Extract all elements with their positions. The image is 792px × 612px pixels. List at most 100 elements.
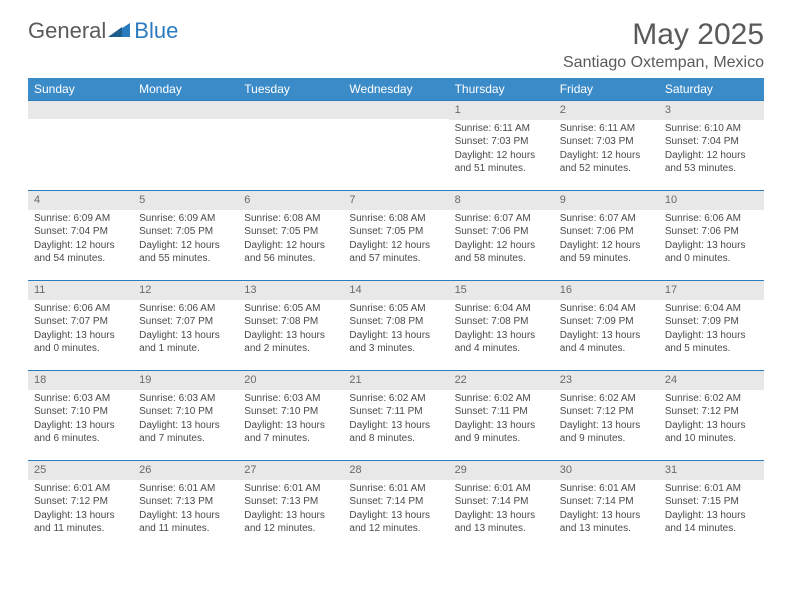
day-cell: 10Sunrise: 6:06 AMSunset: 7:06 PMDayligh… bbox=[659, 191, 764, 281]
day1-line: Daylight: 13 hours bbox=[244, 329, 337, 343]
day1-line: Daylight: 13 hours bbox=[665, 509, 758, 523]
day1-line: Daylight: 12 hours bbox=[455, 149, 548, 163]
day1-line: Daylight: 13 hours bbox=[139, 419, 232, 433]
day-cell: 16Sunrise: 6:04 AMSunset: 7:09 PMDayligh… bbox=[554, 281, 659, 371]
location: Santiago Oxtempan, Mexico bbox=[563, 54, 764, 72]
sunrise-line: Sunrise: 6:10 AM bbox=[665, 122, 758, 136]
day-cell: 27Sunrise: 6:01 AMSunset: 7:13 PMDayligh… bbox=[238, 461, 343, 551]
sunrise-line: Sunrise: 6:01 AM bbox=[665, 482, 758, 496]
day-details: Sunrise: 6:01 AMSunset: 7:14 PMDaylight:… bbox=[449, 480, 554, 540]
sunrise-line: Sunrise: 6:02 AM bbox=[349, 392, 442, 406]
day2-line: and 13 minutes. bbox=[455, 522, 548, 536]
day2-line: and 10 minutes. bbox=[665, 432, 758, 446]
sunrise-line: Sunrise: 6:06 AM bbox=[34, 302, 127, 316]
day-number: 14 bbox=[343, 281, 448, 300]
title-block: May 2025 Santiago Oxtempan, Mexico bbox=[563, 18, 764, 72]
day-cell: 13Sunrise: 6:05 AMSunset: 7:08 PMDayligh… bbox=[238, 281, 343, 371]
day-cell: 15Sunrise: 6:04 AMSunset: 7:08 PMDayligh… bbox=[449, 281, 554, 371]
sunset-line: Sunset: 7:10 PM bbox=[34, 405, 127, 419]
sunrise-line: Sunrise: 6:09 AM bbox=[139, 212, 232, 226]
day-number: 8 bbox=[449, 191, 554, 210]
day1-line: Daylight: 12 hours bbox=[244, 239, 337, 253]
header: General Blue May 2025 Santiago Oxtempan,… bbox=[28, 18, 764, 72]
day-number: 16 bbox=[554, 281, 659, 300]
day1-line: Daylight: 13 hours bbox=[34, 329, 127, 343]
day-cell bbox=[28, 101, 133, 191]
sunset-line: Sunset: 7:08 PM bbox=[244, 315, 337, 329]
day-cell: 9Sunrise: 6:07 AMSunset: 7:06 PMDaylight… bbox=[554, 191, 659, 281]
day1-line: Daylight: 13 hours bbox=[455, 329, 548, 343]
sunrise-line: Sunrise: 6:01 AM bbox=[455, 482, 548, 496]
day-details: Sunrise: 6:06 AMSunset: 7:06 PMDaylight:… bbox=[659, 210, 764, 270]
sunset-line: Sunset: 7:12 PM bbox=[665, 405, 758, 419]
day2-line: and 14 minutes. bbox=[665, 522, 758, 536]
day-cell: 21Sunrise: 6:02 AMSunset: 7:11 PMDayligh… bbox=[343, 371, 448, 461]
sunrise-line: Sunrise: 6:04 AM bbox=[665, 302, 758, 316]
day-cell: 6Sunrise: 6:08 AMSunset: 7:05 PMDaylight… bbox=[238, 191, 343, 281]
sunset-line: Sunset: 7:06 PM bbox=[455, 225, 548, 239]
day-details: Sunrise: 6:02 AMSunset: 7:11 PMDaylight:… bbox=[449, 390, 554, 450]
day-number: 1 bbox=[449, 101, 554, 120]
day-header-row: SundayMondayTuesdayWednesdayThursdayFrid… bbox=[28, 78, 764, 101]
day-cell: 4Sunrise: 6:09 AMSunset: 7:04 PMDaylight… bbox=[28, 191, 133, 281]
day-cell: 11Sunrise: 6:06 AMSunset: 7:07 PMDayligh… bbox=[28, 281, 133, 371]
sunset-line: Sunset: 7:14 PM bbox=[560, 495, 653, 509]
day2-line: and 9 minutes. bbox=[455, 432, 548, 446]
empty-day-band bbox=[133, 101, 238, 119]
day1-line: Daylight: 13 hours bbox=[349, 419, 442, 433]
sunset-line: Sunset: 7:05 PM bbox=[349, 225, 442, 239]
day2-line: and 4 minutes. bbox=[560, 342, 653, 356]
day-cell: 17Sunrise: 6:04 AMSunset: 7:09 PMDayligh… bbox=[659, 281, 764, 371]
day-number: 13 bbox=[238, 281, 343, 300]
day-details: Sunrise: 6:08 AMSunset: 7:05 PMDaylight:… bbox=[343, 210, 448, 270]
day2-line: and 5 minutes. bbox=[665, 342, 758, 356]
day-cell: 29Sunrise: 6:01 AMSunset: 7:14 PMDayligh… bbox=[449, 461, 554, 551]
week-row: 4Sunrise: 6:09 AMSunset: 7:04 PMDaylight… bbox=[28, 191, 764, 281]
day-number: 7 bbox=[343, 191, 448, 210]
day-cell: 3Sunrise: 6:10 AMSunset: 7:04 PMDaylight… bbox=[659, 101, 764, 191]
logo: General Blue bbox=[28, 18, 178, 44]
day1-line: Daylight: 12 hours bbox=[139, 239, 232, 253]
day2-line: and 7 minutes. bbox=[244, 432, 337, 446]
sunset-line: Sunset: 7:12 PM bbox=[560, 405, 653, 419]
sunrise-line: Sunrise: 6:07 AM bbox=[455, 212, 548, 226]
day-details: Sunrise: 6:06 AMSunset: 7:07 PMDaylight:… bbox=[133, 300, 238, 360]
day1-line: Daylight: 12 hours bbox=[665, 149, 758, 163]
sunset-line: Sunset: 7:04 PM bbox=[34, 225, 127, 239]
day2-line: and 4 minutes. bbox=[455, 342, 548, 356]
day-number: 22 bbox=[449, 371, 554, 390]
day-header: Sunday bbox=[28, 78, 133, 101]
day-details: Sunrise: 6:05 AMSunset: 7:08 PMDaylight:… bbox=[238, 300, 343, 360]
day1-line: Daylight: 13 hours bbox=[139, 329, 232, 343]
day-details: Sunrise: 6:10 AMSunset: 7:04 PMDaylight:… bbox=[659, 120, 764, 180]
sunset-line: Sunset: 7:03 PM bbox=[455, 135, 548, 149]
day-number: 9 bbox=[554, 191, 659, 210]
day-number: 25 bbox=[28, 461, 133, 480]
day2-line: and 12 minutes. bbox=[244, 522, 337, 536]
day-number: 28 bbox=[343, 461, 448, 480]
day-number: 24 bbox=[659, 371, 764, 390]
day2-line: and 0 minutes. bbox=[665, 252, 758, 266]
day-details: Sunrise: 6:03 AMSunset: 7:10 PMDaylight:… bbox=[28, 390, 133, 450]
week-row: 11Sunrise: 6:06 AMSunset: 7:07 PMDayligh… bbox=[28, 281, 764, 371]
day2-line: and 13 minutes. bbox=[560, 522, 653, 536]
day-details: Sunrise: 6:04 AMSunset: 7:09 PMDaylight:… bbox=[659, 300, 764, 360]
day1-line: Daylight: 12 hours bbox=[560, 149, 653, 163]
week-row: 1Sunrise: 6:11 AMSunset: 7:03 PMDaylight… bbox=[28, 101, 764, 191]
sunrise-line: Sunrise: 6:01 AM bbox=[349, 482, 442, 496]
day2-line: and 1 minute. bbox=[139, 342, 232, 356]
sunset-line: Sunset: 7:14 PM bbox=[349, 495, 442, 509]
day-number: 31 bbox=[659, 461, 764, 480]
day-details: Sunrise: 6:09 AMSunset: 7:04 PMDaylight:… bbox=[28, 210, 133, 270]
day-cell: 7Sunrise: 6:08 AMSunset: 7:05 PMDaylight… bbox=[343, 191, 448, 281]
day-cell: 12Sunrise: 6:06 AMSunset: 7:07 PMDayligh… bbox=[133, 281, 238, 371]
sunset-line: Sunset: 7:09 PM bbox=[665, 315, 758, 329]
day1-line: Daylight: 12 hours bbox=[349, 239, 442, 253]
day2-line: and 59 minutes. bbox=[560, 252, 653, 266]
day-details: Sunrise: 6:04 AMSunset: 7:08 PMDaylight:… bbox=[449, 300, 554, 360]
sunrise-line: Sunrise: 6:06 AM bbox=[665, 212, 758, 226]
day-details: Sunrise: 6:07 AMSunset: 7:06 PMDaylight:… bbox=[554, 210, 659, 270]
sunrise-line: Sunrise: 6:01 AM bbox=[34, 482, 127, 496]
day-cell: 5Sunrise: 6:09 AMSunset: 7:05 PMDaylight… bbox=[133, 191, 238, 281]
day-header: Monday bbox=[133, 78, 238, 101]
